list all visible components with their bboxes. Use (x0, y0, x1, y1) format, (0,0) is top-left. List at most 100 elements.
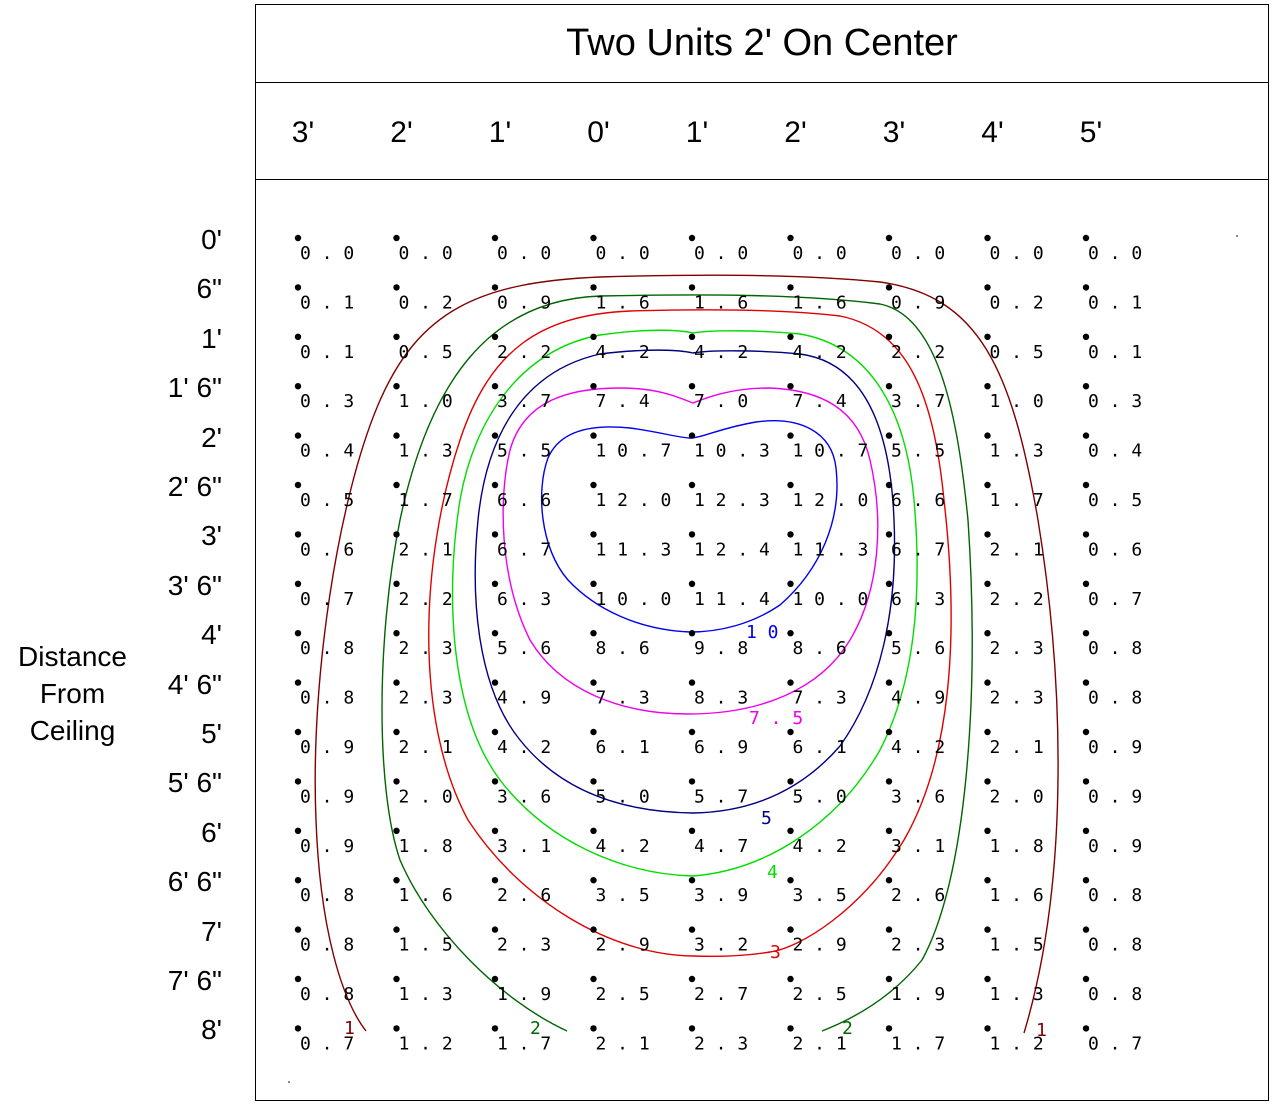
grid-point (984, 580, 991, 587)
grid-value-label: 0 . 3 (300, 391, 354, 412)
grid-point (393, 481, 400, 489)
grid-value-label: 0 . 0 (497, 243, 551, 264)
grid-value-label: 0 . 8 (1088, 935, 1142, 956)
grid-point (1082, 383, 1090, 390)
y-tick-label: 2' 6" (167, 471, 222, 502)
grid-value-label: 0 . 8 (1088, 984, 1142, 1005)
grid-point (688, 827, 696, 834)
grid-point (688, 383, 696, 390)
grid-point (787, 975, 794, 983)
grid-point (294, 778, 302, 785)
grid-value-label: 1 2 . 0 (793, 490, 869, 511)
grid-point (688, 778, 696, 785)
grid-point (984, 531, 991, 538)
grid-value-label: 1 . 9 (497, 984, 551, 1005)
y-tick-label: 3' (201, 520, 222, 552)
y-tick-label: 7' 6" (167, 965, 222, 996)
grid-value-label: 0 . 8 (300, 984, 354, 1005)
grid-point (491, 975, 499, 983)
grid-value-label: 4 . 2 (596, 836, 650, 857)
contour-label-2: 2 (842, 1018, 853, 1039)
grid-point (1082, 234, 1090, 242)
grid-point (885, 877, 893, 884)
grid-point (491, 728, 499, 736)
grid-value-label: 0 . 8 (300, 885, 354, 906)
x-tick-label: 2' (784, 116, 807, 149)
grid-point (984, 827, 991, 834)
grid-point (294, 580, 302, 587)
grid-value-label: 0 . 4 (1088, 441, 1142, 462)
grid-point (984, 926, 991, 933)
grid-point (294, 827, 302, 834)
contour-label-2: 2 (530, 1018, 541, 1039)
grid-point (885, 778, 893, 785)
x-tick-label: 1' (488, 116, 512, 149)
grid-value-label: 7 . 4 (793, 391, 847, 412)
contour-line-3 (428, 309, 952, 958)
grid-value-label: 6 . 7 (891, 539, 945, 560)
grid-value-label: 4 . 2 (497, 737, 551, 758)
grid-value-label: 6 . 1 (793, 737, 847, 758)
grid-value-label: 4 . 9 (891, 688, 945, 709)
grid-value-label: 3 . 9 (694, 885, 748, 906)
grid-value-label: 3 . 2 (694, 935, 748, 956)
grid-value-label: 7 . 4 (596, 391, 650, 412)
y-tick-label: 1' (201, 322, 222, 354)
grid-value-label: 8 . 3 (694, 688, 748, 709)
grid-point (688, 580, 696, 587)
contour-line-1 (314, 274, 1059, 1034)
grid-value-label: 1 0 . 0 (596, 589, 672, 610)
grid-value-label: 2 . 1 (793, 1033, 847, 1054)
contour-line-5 (474, 349, 896, 814)
grid-value-label: 0 . 1 (1088, 342, 1142, 363)
grid-point (688, 877, 696, 884)
grid-value-label: 6 . 3 (497, 589, 551, 610)
grid-points: 0 . 0 0 . 0 0 . 0 0 . 0 0 . 0 0 . 0 0 . 0 0 . 0… (294, 234, 1142, 1054)
grid-value-label: 1 . 9 (891, 984, 945, 1005)
grid-value-label: 1 . 7 (891, 1033, 945, 1054)
grid-value-label: 1 2 . 4 (694, 539, 770, 560)
grid-point (393, 284, 400, 291)
x-tick-label: 3' (291, 116, 315, 149)
grid-value-label: 1 . 6 (399, 885, 453, 906)
grid-value-label: 0 . 1 (1088, 292, 1142, 313)
grid-value-label: 1 . 3 (399, 984, 453, 1005)
corner-dot (288, 1081, 290, 1083)
grid-point (885, 728, 893, 736)
grid-point (1082, 1025, 1090, 1032)
grid-value-label: 4 . 2 (793, 836, 847, 857)
grid-point (984, 728, 991, 736)
title-divider (255, 82, 1269, 83)
grid-value-label: 1 2 . 3 (694, 490, 770, 511)
grid-value-label: 5 . 6 (891, 638, 945, 659)
grid-value-label: 6 . 9 (694, 737, 748, 758)
grid-point (688, 432, 696, 439)
grid-value-label: 4 . 7 (694, 836, 748, 857)
x-tick-label: 2' (390, 116, 413, 149)
grid-point (787, 630, 794, 637)
x-tick-label: 0' (587, 116, 610, 149)
grid-point (491, 284, 499, 291)
grid-value-label: 2 . 5 (596, 984, 650, 1005)
y-axis-label-line: From (39, 678, 106, 709)
y-tick-label: 1' 6" (167, 372, 222, 404)
grid-value-label: 6 . 7 (497, 539, 551, 560)
grid-point (787, 383, 794, 390)
grid-value-label: 1 . 6 (596, 292, 650, 313)
corner-dot (1236, 235, 1238, 237)
grid-value-label: 2 . 6 (891, 885, 945, 906)
grid-point (984, 481, 991, 489)
contour-label-1: 1 (344, 1018, 355, 1039)
grid-value-label: 2 . 9 (793, 935, 847, 956)
grid-point (590, 877, 597, 884)
contour-label-7-5: 7 . 5 (749, 708, 803, 729)
grid-point (1082, 432, 1090, 439)
grid-value-label: 1 0 . 3 (694, 441, 770, 462)
grid-point (984, 778, 991, 785)
contour-line-4 (451, 329, 918, 877)
x-tick-label: 3' (882, 116, 906, 149)
grid-value-label: 1 . 2 (990, 1033, 1044, 1054)
grid-value-label: 3 . 1 (497, 836, 551, 857)
grid-point (294, 728, 302, 736)
grid-point (688, 630, 696, 637)
